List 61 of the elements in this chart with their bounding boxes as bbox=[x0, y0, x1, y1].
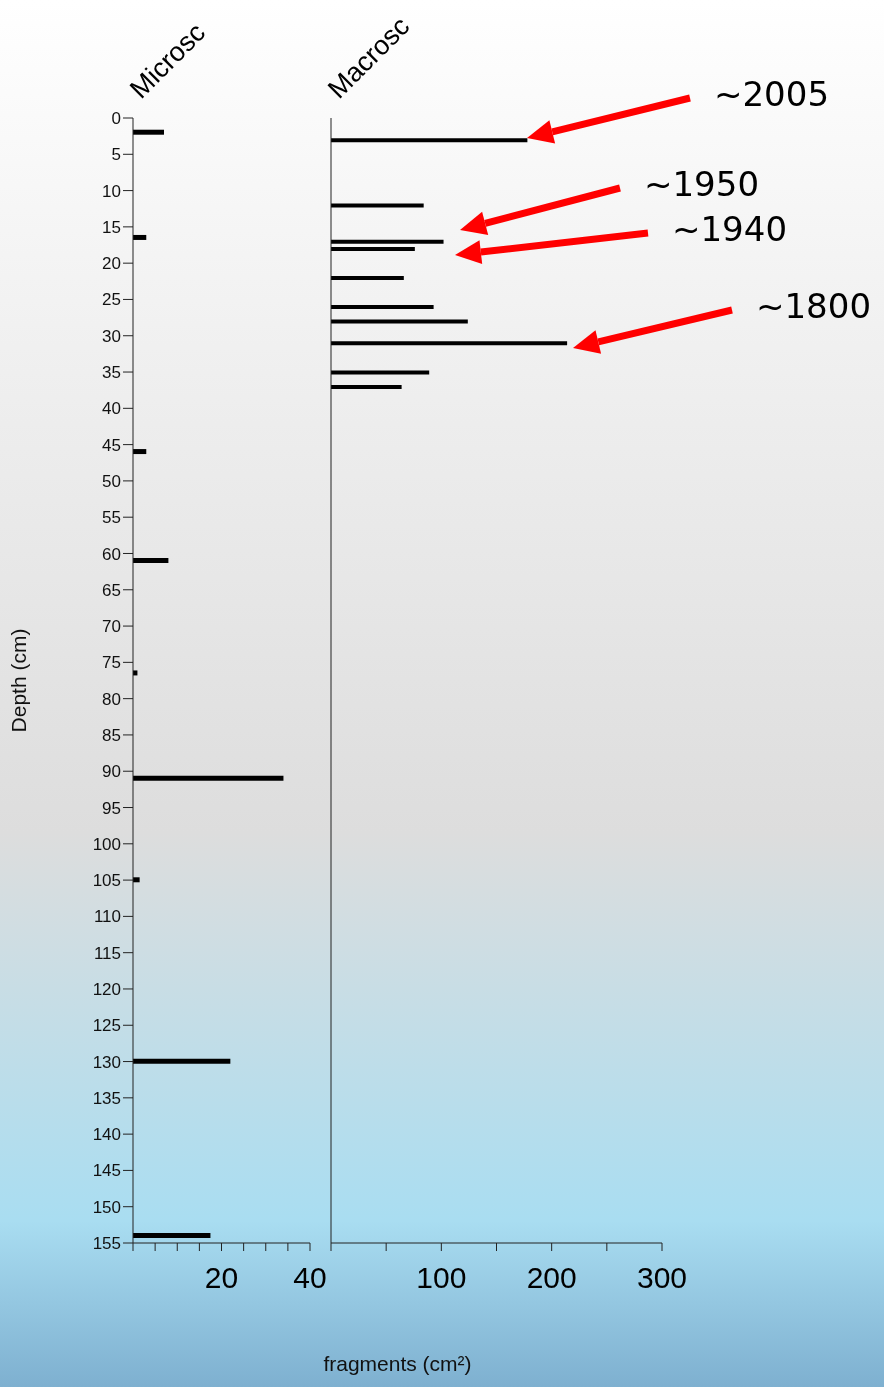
text: ~2005 bbox=[714, 74, 830, 114]
y-tick-label: 130 bbox=[92, 1052, 121, 1072]
y-tick-label: 60 bbox=[102, 544, 121, 564]
y-tick-label: 35 bbox=[102, 363, 121, 383]
y-tick-label: 50 bbox=[102, 471, 121, 491]
y-tick-label: 0 bbox=[111, 109, 121, 129]
bar bbox=[331, 239, 444, 244]
y-tick-label: 145 bbox=[92, 1161, 121, 1181]
x-tick-label: 40 bbox=[293, 1261, 327, 1295]
y-tick-label: 155 bbox=[92, 1234, 121, 1254]
y-tick-label: 85 bbox=[102, 725, 121, 745]
bar bbox=[133, 449, 147, 455]
y-tick-label: 110 bbox=[93, 907, 121, 927]
y-tick-label: 95 bbox=[102, 798, 121, 818]
bar bbox=[331, 370, 430, 375]
bar bbox=[133, 1058, 231, 1064]
y-tick-label: 15 bbox=[102, 217, 121, 237]
text: ~1800 bbox=[756, 286, 872, 326]
x-tick-label: 100 bbox=[416, 1261, 467, 1295]
bar bbox=[331, 247, 415, 252]
y-tick-label: 5 bbox=[111, 145, 121, 165]
y-tick-label: 100 bbox=[92, 834, 121, 854]
y-tick-label: 40 bbox=[102, 399, 121, 419]
y-tick-label: 80 bbox=[102, 689, 121, 709]
text: ~1940 bbox=[672, 209, 788, 249]
y-tick-label: 115 bbox=[93, 943, 121, 963]
y-tick-label: 90 bbox=[102, 762, 121, 782]
y-tick-label: 105 bbox=[92, 871, 121, 891]
annotation: ~1950 bbox=[644, 164, 760, 204]
bar bbox=[331, 319, 468, 324]
y-tick-label: 65 bbox=[102, 580, 121, 600]
bar bbox=[133, 557, 169, 563]
bar bbox=[331, 384, 402, 389]
x-axis-title: fragments (cm²) bbox=[322, 1352, 473, 1376]
bar bbox=[133, 877, 140, 883]
y-tick-label: 20 bbox=[102, 254, 121, 274]
bar bbox=[331, 305, 434, 310]
y-tick-label: 140 bbox=[92, 1125, 121, 1145]
y-tick-label: 55 bbox=[102, 508, 121, 528]
bar bbox=[331, 341, 568, 346]
y-tick-label: 120 bbox=[92, 980, 121, 999]
x-tick-label: 200 bbox=[526, 1261, 577, 1295]
y-tick-label: 25 bbox=[102, 290, 121, 310]
x-tick-label: 20 bbox=[204, 1261, 239, 1295]
y-tick-label: 70 bbox=[102, 617, 121, 637]
y-tick-label: 30 bbox=[102, 326, 121, 346]
bar bbox=[133, 129, 164, 135]
bar bbox=[331, 203, 424, 208]
x-tick-label: 300 bbox=[636, 1261, 688, 1295]
y-axis-title: Depth (cm) bbox=[7, 628, 30, 733]
bar bbox=[133, 234, 147, 240]
y-tick-label: 10 bbox=[102, 181, 121, 201]
y-tick-label: 150 bbox=[92, 1197, 121, 1217]
y-tick-label: 45 bbox=[102, 435, 121, 455]
y-tick-label: 125 bbox=[92, 1016, 121, 1036]
bar bbox=[133, 1232, 211, 1238]
bar bbox=[331, 276, 404, 281]
bar bbox=[133, 775, 284, 781]
y-tick-label: 75 bbox=[102, 653, 121, 673]
bar bbox=[331, 138, 528, 143]
y-tick-label: 135 bbox=[92, 1088, 121, 1108]
